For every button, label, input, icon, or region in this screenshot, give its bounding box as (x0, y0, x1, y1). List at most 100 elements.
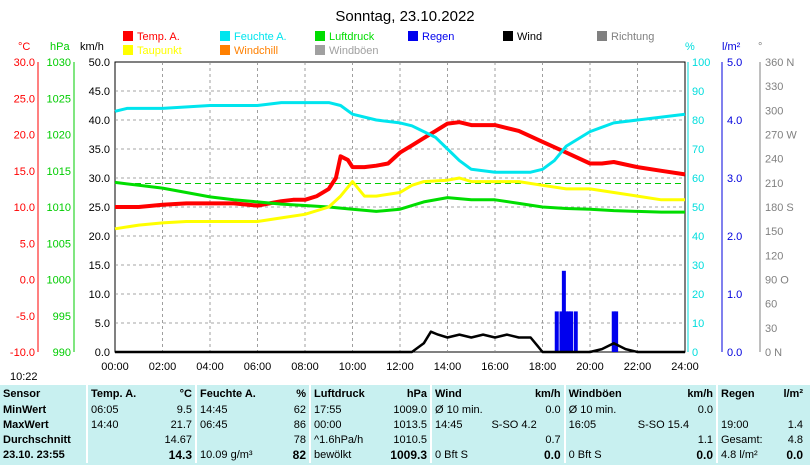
legend-label: Richtung (611, 31, 654, 43)
x-axis: 00:00 02:00 04:00 06:00 08:00 10:00 12:00 14:00… (101, 361, 699, 373)
series-lines (114, 101, 686, 354)
table-cell: ^1.6hPa/h (309, 433, 382, 448)
stats-table: Sensor Temp. A. °C Feuchte A. % Luftdruc… (0, 385, 810, 465)
table-cell: 14.3 (168, 448, 192, 462)
direction-tick-label: 300 (765, 105, 783, 117)
legend-swatch (123, 31, 133, 41)
temp-tick-label: -5.0 (16, 311, 35, 323)
legend-label: Windböen (329, 45, 379, 57)
legend-label: Taupunkt (137, 45, 182, 57)
table-cell: 86 (293, 419, 306, 431)
table-cell: 06:45 (195, 418, 263, 433)
rain-bar (566, 311, 571, 352)
table-cell: 21.7 (170, 419, 192, 431)
table-cell: S-SO 15.4 (637, 419, 690, 431)
legend-label: Temp. A. (137, 31, 180, 43)
table-cell (692, 418, 716, 433)
table-cell: 0.0 (696, 448, 713, 462)
rain-tick-label: 0.0 (727, 347, 742, 359)
x-tick-label: 00:00 (101, 361, 129, 373)
row-label: 23.10. 23:55 (3, 449, 65, 461)
wind-tick-label: 15.0 (89, 260, 110, 272)
header-temp: Temp. A. (86, 385, 149, 403)
x-tick-label: 08:00 (291, 361, 319, 373)
table-cell: 78 (293, 434, 306, 446)
table-cell (486, 403, 540, 418)
current-time-label: 10:22 (10, 371, 38, 383)
table-cell: 0.0 (543, 448, 561, 462)
pressure-tick-label: 1030 (47, 57, 71, 69)
wind-tick-label: 20.0 (89, 231, 110, 243)
legend-swatch (597, 31, 607, 41)
direction-tick-label: 180 S (765, 202, 794, 214)
direction-tick-label: 60 (765, 299, 777, 311)
weather-chart: Sonntag, 23.10.2022 Temp. A. Feuchte A. Lu… (10, 8, 797, 373)
wind-unit-label: km/h (80, 41, 104, 53)
rain-tick-label: 3.0 (727, 173, 742, 185)
direction-tick-label: 330 (765, 81, 783, 93)
direction-tick-label: 30 (765, 323, 777, 335)
row-label: MaxWert (3, 419, 49, 431)
temp-tick-label: 10.0 (14, 202, 35, 214)
table-cell: 1009.0 (393, 404, 427, 416)
table-cell: 0.7 (545, 434, 561, 446)
pressure-tick-label: 1005 (47, 238, 71, 250)
direction-tick-label: 90 O (765, 275, 789, 287)
legend-label: Windchill (234, 45, 278, 57)
table-cell (632, 403, 692, 418)
table-cell: 62 (293, 404, 306, 416)
row-label: MinWert (3, 404, 47, 416)
legend-swatch (220, 31, 230, 41)
humidity-tick-label: 0 (692, 347, 698, 359)
header-humidity: Feuchte A. (195, 385, 263, 403)
table-cell (779, 403, 806, 418)
legend-label: Luftdruck (329, 31, 375, 43)
table-cell (86, 433, 149, 448)
pressure-tick-label: 1020 (47, 130, 71, 142)
rain-tick-label: 2.0 (727, 231, 742, 243)
humidity-tick-label: 90 (692, 86, 704, 98)
rain-tick-label: 5.0 (727, 57, 742, 69)
temp-tick-label: 5.0 (20, 238, 35, 250)
rain-unit-label: l/m² (722, 41, 741, 53)
rain-bar (611, 311, 616, 352)
x-tick-label: 12:00 (386, 361, 414, 373)
direction-tick-label: 0 N (765, 347, 782, 359)
legend-swatch (315, 31, 325, 41)
pressure-tick-label: 995 (53, 311, 71, 323)
table-cell: 0.0 (786, 448, 803, 462)
rain-tick-label: 4.0 (727, 115, 742, 127)
x-tick-label: 06:00 (244, 361, 272, 373)
humidity-tick-label: 80 (692, 115, 704, 127)
legend-label: Wind (517, 31, 542, 43)
wind-tick-label: 25.0 (89, 202, 110, 214)
x-tick-label: 04:00 (196, 361, 224, 373)
temp-unit-label: °C (18, 41, 30, 53)
wind-tick-label: 40.0 (89, 115, 110, 127)
table-cell: 4.8 (787, 434, 803, 446)
rain-bar (559, 311, 564, 352)
left-axes: 30.0 25.0 20.0 15.0 10.0 5.0 0.0 -5.0 -10.0 1030 1… (10, 57, 110, 359)
header-pressure-unit: hPa (406, 387, 427, 400)
pressure-tick-label: 1015 (47, 166, 71, 178)
header-humidity-unit: % (296, 387, 306, 400)
table-cell: 0 Bft S (430, 448, 486, 463)
x-tick-label: 22:00 (624, 361, 652, 373)
table-cell: S-SO 4.2 (491, 419, 537, 431)
table-cell: 14:40 (86, 418, 149, 433)
table-row: 23.10. 23:55 14.3 10.09 g/m³ 82 bewölkt 1009.… (0, 448, 806, 463)
chart-title: Sonntag, 23.10.2022 (335, 8, 474, 25)
table-cell: 0.0 (697, 404, 713, 416)
table-cell (563, 433, 632, 448)
header-pressure: Luftdruck (309, 385, 382, 403)
wind-tick-label: 30.0 (89, 173, 110, 185)
legend: Temp. A. Feuchte A. Luftdruck Regen Wind Rich… (123, 31, 654, 57)
rain-bar (561, 270, 566, 352)
table-cell (486, 433, 540, 448)
temp-tick-label: 15.0 (14, 166, 35, 178)
table-cell: 00:00 (309, 418, 382, 433)
temp-tick-label: 0.0 (20, 275, 35, 287)
table-cell: 1.4 (787, 419, 803, 431)
direction-tick-label: 210 (765, 178, 783, 190)
table-cell: 19:00 (716, 418, 779, 433)
